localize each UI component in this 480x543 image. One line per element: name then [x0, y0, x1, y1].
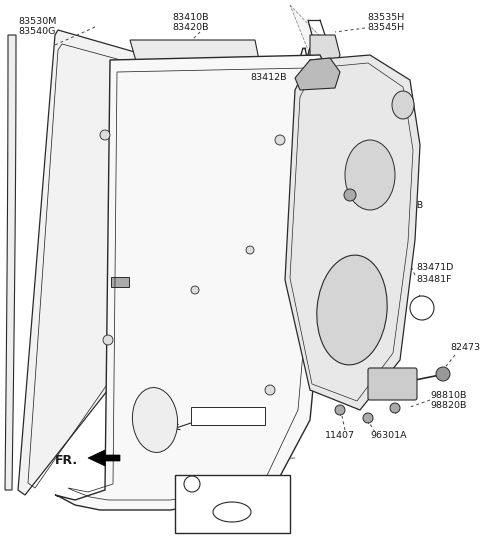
FancyBboxPatch shape — [111, 277, 129, 287]
Circle shape — [100, 130, 110, 140]
Circle shape — [363, 413, 373, 423]
Text: 98810B: 98810B — [430, 390, 467, 400]
Polygon shape — [290, 5, 410, 155]
Circle shape — [410, 296, 434, 320]
Circle shape — [265, 385, 275, 395]
Polygon shape — [285, 55, 420, 410]
Polygon shape — [88, 450, 120, 466]
Text: 83535H: 83535H — [367, 14, 404, 22]
Ellipse shape — [132, 388, 178, 452]
Text: 98820B: 98820B — [430, 401, 467, 411]
Ellipse shape — [213, 502, 251, 522]
Text: 83420B: 83420B — [172, 23, 208, 33]
FancyBboxPatch shape — [191, 407, 265, 425]
Text: 83481F: 83481F — [416, 275, 452, 285]
Text: 83530M: 83530M — [18, 17, 56, 27]
Text: 1731JE: 1731JE — [205, 479, 236, 489]
Text: FR.: FR. — [55, 453, 78, 466]
Text: 83410B: 83410B — [172, 14, 208, 22]
Polygon shape — [130, 40, 262, 75]
Text: a: a — [189, 479, 195, 489]
Text: REF.60-770: REF.60-770 — [202, 412, 254, 420]
Polygon shape — [295, 58, 340, 90]
Text: a: a — [419, 303, 425, 313]
Text: 96301A: 96301A — [370, 432, 407, 440]
Circle shape — [335, 405, 345, 415]
Ellipse shape — [392, 91, 414, 119]
Text: 11407: 11407 — [325, 432, 355, 440]
Text: 83412B: 83412B — [250, 73, 287, 83]
FancyBboxPatch shape — [368, 368, 417, 400]
Polygon shape — [55, 55, 335, 510]
Circle shape — [184, 476, 200, 492]
Polygon shape — [310, 35, 340, 90]
Polygon shape — [18, 30, 215, 495]
Polygon shape — [5, 35, 16, 490]
FancyBboxPatch shape — [175, 475, 290, 533]
Text: 83545H: 83545H — [367, 23, 404, 33]
Circle shape — [275, 135, 285, 145]
Circle shape — [191, 286, 199, 294]
Text: 82473: 82473 — [450, 344, 480, 352]
Text: 83540G: 83540G — [18, 28, 55, 36]
Text: 83471D: 83471D — [416, 263, 454, 273]
Circle shape — [344, 189, 356, 201]
Text: 1327CB: 1327CB — [387, 200, 424, 210]
Circle shape — [246, 246, 254, 254]
Circle shape — [390, 403, 400, 413]
Circle shape — [103, 335, 113, 345]
Ellipse shape — [345, 140, 395, 210]
Ellipse shape — [317, 255, 387, 365]
Circle shape — [436, 367, 450, 381]
